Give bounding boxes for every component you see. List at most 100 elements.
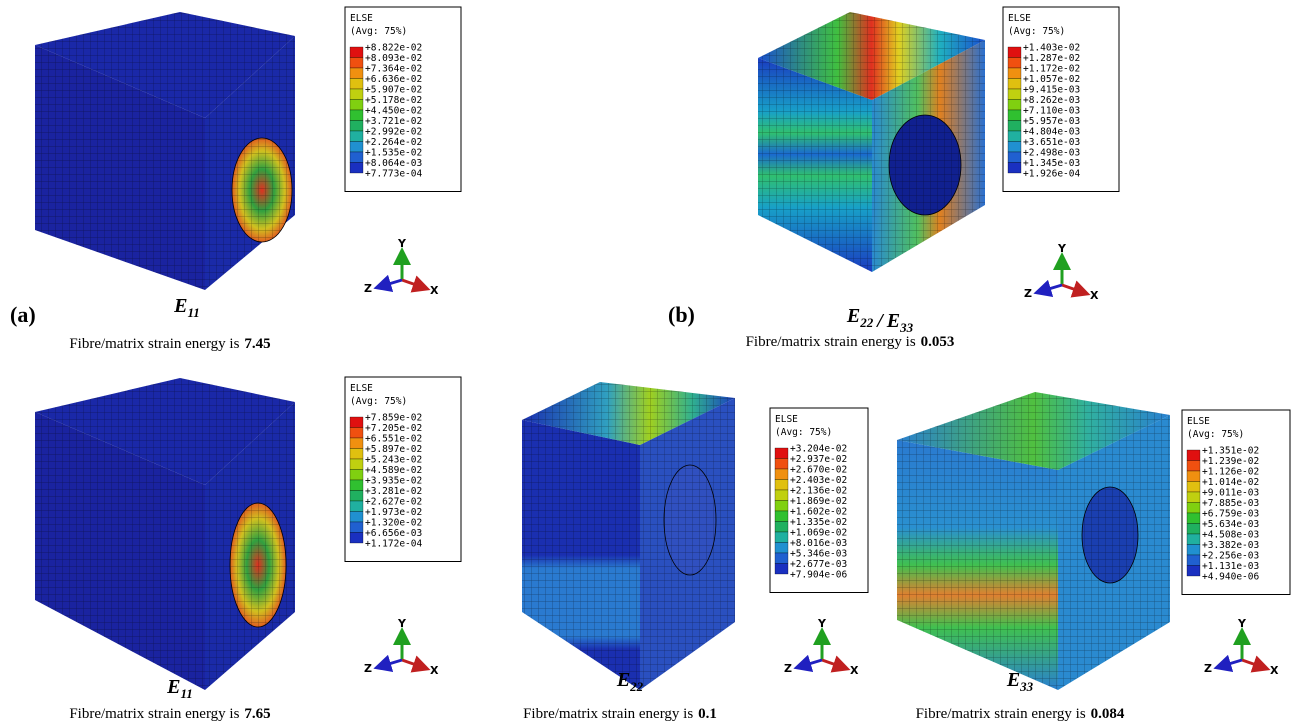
axis-z <box>1042 285 1062 291</box>
legend-swatch <box>350 501 363 512</box>
legend-value: +7.859e-02 <box>365 413 422 424</box>
legend-swatch <box>1008 142 1021 153</box>
legend-value: +1.069e-02 <box>790 528 847 539</box>
legend-subtitle: (Avg: 75%) <box>1187 429 1244 440</box>
legend-swatch <box>775 532 788 543</box>
legend-swatch <box>350 449 363 460</box>
caption-symbol: E <box>616 669 630 691</box>
panel: ELSE(Avg: 75%)+7.859e-02+7.205e-02+6.551… <box>35 377 461 722</box>
legend-value: +1.287e-02 <box>1023 53 1080 64</box>
caption-subscript: 22 <box>859 315 874 330</box>
legend-swatch <box>775 553 788 564</box>
legend-swatch <box>350 142 363 153</box>
mesh <box>897 440 1058 690</box>
fibre-mesh <box>232 138 292 242</box>
panel: ELSE(Avg: 75%)+1.403e-02+1.287e-02+1.172… <box>668 7 1119 350</box>
axis-x <box>1242 660 1262 667</box>
caption-symbol: E <box>886 310 900 332</box>
axis-label: Z <box>784 662 792 675</box>
legend-value: +3.935e-02 <box>365 476 422 487</box>
caption-separator: / <box>875 310 885 332</box>
legend-swatch <box>350 480 363 491</box>
legend-swatch <box>350 163 363 174</box>
legend-swatch <box>350 89 363 100</box>
legend-value: +1.351e-02 <box>1202 446 1259 457</box>
legend-swatch <box>1187 461 1200 472</box>
legend-value: +3.721e-02 <box>365 116 422 127</box>
axis-x <box>402 660 422 667</box>
energy-text: Fibre/matrix strain energy is <box>69 706 239 722</box>
caption-symbol: E <box>846 305 860 327</box>
legend-value: +1.335e-02 <box>790 517 847 528</box>
legend-swatch <box>350 131 363 142</box>
legend-value: +1.172e-04 <box>365 539 422 550</box>
axis-label: Y <box>397 617 407 630</box>
legend-value: +1.014e-02 <box>1202 477 1259 488</box>
legend-value: +5.346e-03 <box>790 549 847 560</box>
legend-swatch <box>350 522 363 533</box>
legend-value: +7.205e-02 <box>365 423 422 434</box>
legend-value: +5.243e-02 <box>365 455 422 466</box>
legend-value: +2.498e-03 <box>1023 148 1080 159</box>
legend-value: +6.759e-03 <box>1202 509 1259 520</box>
energy-value: 0.053 <box>921 334 955 350</box>
legend-swatch <box>350 512 363 523</box>
legend-value: +2.677e-03 <box>790 559 847 570</box>
legend-value: +3.382e-03 <box>1202 540 1259 551</box>
legend-swatch <box>350 428 363 439</box>
legend-title: ELSE <box>1187 416 1210 427</box>
legend-swatch <box>1187 524 1200 535</box>
figure: ELSE(Avg: 75%)+8.822e-02+8.093e-02+7.364… <box>0 0 1293 726</box>
legend-title: ELSE <box>775 414 798 425</box>
page: ELSE(Avg: 75%)+8.822e-02+8.093e-02+7.364… <box>0 0 1293 726</box>
legend-swatch <box>350 68 363 79</box>
axis-x <box>402 280 422 287</box>
legend-value: +3.281e-02 <box>365 486 422 497</box>
legend-subtitle: (Avg: 75%) <box>1008 26 1065 37</box>
legend-value: +1.535e-02 <box>365 148 422 159</box>
axis-label: X <box>430 284 439 297</box>
legend-swatch <box>1187 503 1200 514</box>
axis-z <box>382 280 402 286</box>
caption-subscript: 33 <box>1019 679 1034 694</box>
legend-swatch <box>350 79 363 90</box>
legend-swatch <box>350 47 363 58</box>
legend-swatch <box>1187 513 1200 524</box>
legend-swatch <box>1008 163 1021 174</box>
energy-value: 0.1 <box>698 706 717 722</box>
legend-swatch <box>1187 534 1200 545</box>
mesh <box>522 420 640 690</box>
legend-value: +8.262e-03 <box>1023 95 1080 106</box>
legend-value: +2.670e-02 <box>790 465 847 476</box>
legend-swatch <box>350 417 363 428</box>
legend-swatch <box>350 58 363 69</box>
axis-label: Z <box>364 282 372 295</box>
legend-swatch <box>775 469 788 480</box>
legend-swatch <box>1187 555 1200 566</box>
legend-value: +4.450e-02 <box>365 106 422 117</box>
legend-title: ELSE <box>1008 13 1031 24</box>
energy-line: Fibre/matrix strain energy is7.65 <box>69 706 270 722</box>
legend-swatch <box>350 470 363 481</box>
legend-swatch <box>1008 131 1021 142</box>
legend-value: +8.093e-02 <box>365 53 422 64</box>
panel-label: (b) <box>668 302 695 327</box>
axis-label: X <box>1270 664 1279 677</box>
legend-value: +6.636e-02 <box>365 74 422 85</box>
legend-value: +4.508e-03 <box>1202 530 1259 541</box>
caption-symbol: E <box>1006 669 1020 691</box>
legend-title: ELSE <box>350 13 373 24</box>
legend-value: +5.178e-02 <box>365 95 422 106</box>
legend-value: +1.973e-02 <box>365 507 422 518</box>
caption-subscript: 22 <box>629 679 644 694</box>
energy-text: Fibre/matrix strain energy is <box>523 706 693 722</box>
legend-swatch <box>350 491 363 502</box>
legend-value: +2.403e-02 <box>790 475 847 486</box>
axis-x <box>1062 285 1082 292</box>
legend-value: +2.627e-02 <box>365 497 422 508</box>
fibre-mesh <box>230 503 286 627</box>
legend-value: +2.256e-03 <box>1202 551 1259 562</box>
legend-value: +1.239e-02 <box>1202 456 1259 467</box>
legend-value: +2.136e-02 <box>790 486 847 497</box>
